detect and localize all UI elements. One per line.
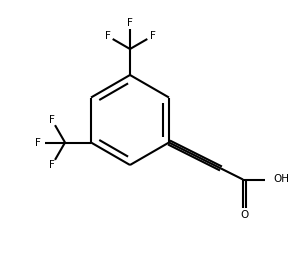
Text: F: F [127,18,133,28]
Text: F: F [49,160,55,170]
Text: F: F [49,115,55,125]
Text: F: F [35,138,41,148]
Text: F: F [149,31,156,41]
Text: OH: OH [273,174,289,184]
Text: F: F [104,31,111,41]
Text: O: O [241,209,249,220]
